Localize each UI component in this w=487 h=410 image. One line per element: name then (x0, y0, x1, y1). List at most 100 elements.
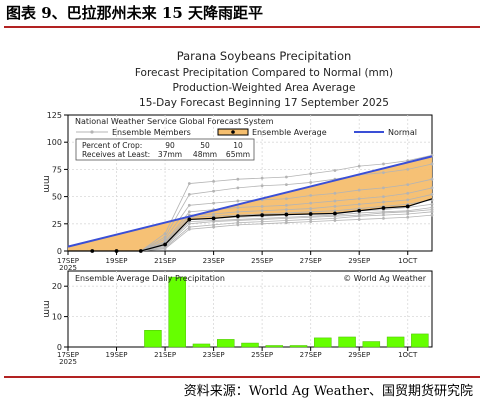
lower-x-tick-label: 27SEP (300, 351, 322, 359)
ensemble-member-point (260, 209, 264, 213)
upper-chart: Parana Soybeans Precipitation Forecast P… (41, 49, 434, 272)
ensemble-member-point (163, 239, 167, 243)
ensemble-member-point (212, 212, 216, 216)
ensemble-member-point (285, 215, 288, 219)
precipitation-figure: Parana Soybeans Precipitation Forecast P… (41, 49, 434, 366)
figure-title: 图表 9、巴拉那州未来 15 天降雨距平 (6, 4, 263, 22)
info-row2-value-37: 37mm (158, 150, 182, 159)
ensemble-average-point (333, 211, 337, 216)
ensemble-average-point (357, 208, 362, 213)
ensemble-average-point (405, 204, 410, 209)
info-row1-value-10: 10 (233, 141, 243, 150)
ensemble-member-point (260, 222, 264, 226)
ensemble-average-point (138, 249, 143, 253)
precipitation-bar (386, 336, 405, 348)
ensemble-member-point (236, 206, 240, 209)
ensemble-member-point (406, 209, 410, 213)
normal-line (67, 155, 433, 248)
precipitation-bar (168, 276, 186, 348)
ensemble-member-point (187, 222, 191, 226)
ensemble-member-point (357, 197, 361, 201)
lower-x-tick-label: 1OCT (398, 351, 418, 359)
ensemble-member-point (357, 202, 361, 206)
ensemble-member-point (382, 171, 385, 175)
legend-members-dot (90, 130, 94, 134)
ensemble-average-point (308, 212, 313, 216)
ensemble-member-point (187, 182, 191, 185)
lower-y-tick-label: 20 (52, 282, 62, 291)
lower-plot-frame (67, 270, 433, 348)
ensemble-member-point (285, 203, 288, 207)
ensemble-member-point (309, 194, 313, 197)
precipitation-bar (362, 341, 381, 348)
info-row2-label: Receives at Least: (82, 150, 150, 159)
ensemble-member-point (382, 200, 385, 204)
legend-normal-label: Normal (388, 128, 417, 137)
ensemble-member-point (382, 195, 385, 199)
ensemble-member-point (236, 221, 240, 225)
ensemble-member-point (260, 184, 264, 188)
lower-chart-credit: © World Ag Weather (343, 274, 427, 283)
ensemble-member-point (285, 197, 288, 201)
ensemble-member-point (212, 223, 216, 227)
ensemble-member-point (430, 186, 434, 190)
ensemble-member-point (163, 235, 167, 239)
ensemble-member-point (309, 172, 313, 176)
lower-x-tick-label: 17SEP (57, 351, 79, 359)
upper-x-tick-label: 1OCT (398, 257, 418, 265)
precipitation-bar (241, 342, 259, 348)
ensemble-average-point (381, 206, 386, 210)
ensemble-member-point (333, 169, 337, 172)
ensemble-member-point (406, 183, 410, 187)
upper-y-tick-label: 50 (52, 193, 62, 202)
ensemble-member-point (406, 168, 410, 171)
upper-x-tick-label: 21SEP (154, 257, 176, 265)
ensemble-member-point (406, 212, 410, 216)
ensemble-member-point (430, 206, 434, 209)
ensemble-member-point (163, 237, 167, 241)
chart-title: Parana Soybeans Precipitation (177, 49, 352, 63)
ensemble-member-point (187, 225, 191, 229)
upper-y-tick-label: 100 (47, 138, 62, 147)
ensemble-member-point (212, 225, 216, 229)
ensemble-member-point (382, 186, 385, 190)
ensemble-member-point (382, 213, 385, 217)
upper-panel-label: National Weather Service Global Forecast… (75, 117, 274, 126)
ensemble-member-point (285, 183, 288, 187)
chart-subtitle-3: 15-Day Forecast Beginning 17 September 2… (139, 97, 389, 109)
ensemble-average-point (187, 217, 192, 222)
precipitation-bar (265, 345, 284, 348)
upper-x-tick-label: 25SEP (251, 257, 273, 265)
lower-x-tick-label: 23SEP (203, 351, 225, 359)
info-box (75, 138, 255, 161)
precipitation-bar (144, 330, 162, 348)
ensemble-member-point (309, 218, 313, 221)
precipitation-bar (338, 336, 356, 348)
ensemble-member-point (187, 193, 191, 196)
ensemble-member-point (430, 193, 434, 196)
ensemble-member-point (382, 162, 385, 166)
chart-subtitle-1: Forecast Precipitation Compared to Norma… (135, 67, 393, 79)
ensemble-member-point (260, 176, 264, 180)
ensemble-member-point (236, 210, 240, 214)
lower-y-tick-label: 0 (57, 343, 62, 352)
ensemble-member-point (406, 215, 410, 219)
ensemble-member-point (309, 181, 313, 184)
ensemble-member-point (406, 191, 410, 195)
ensemble-member-point (357, 213, 361, 217)
precipitation-bar (216, 339, 235, 348)
info-row2-value-65: 65mm (226, 150, 250, 159)
ensemble-member-point (333, 204, 337, 208)
ensemble-member-point (309, 201, 313, 205)
precipitation-bar (411, 333, 429, 348)
ensemble-member-point (430, 208, 434, 212)
ensemble-member-point (236, 218, 240, 221)
ensemble-member-point (260, 220, 264, 224)
ensemble-member-point (333, 191, 337, 195)
title-rule (4, 26, 480, 28)
ensemble-member-point (187, 227, 191, 231)
lower-y-tick-label: 10 (52, 313, 62, 322)
ensemble-member-point (430, 213, 434, 217)
lower-y-axis-label: mm (41, 300, 51, 318)
ensemble-member-point (236, 223, 240, 227)
